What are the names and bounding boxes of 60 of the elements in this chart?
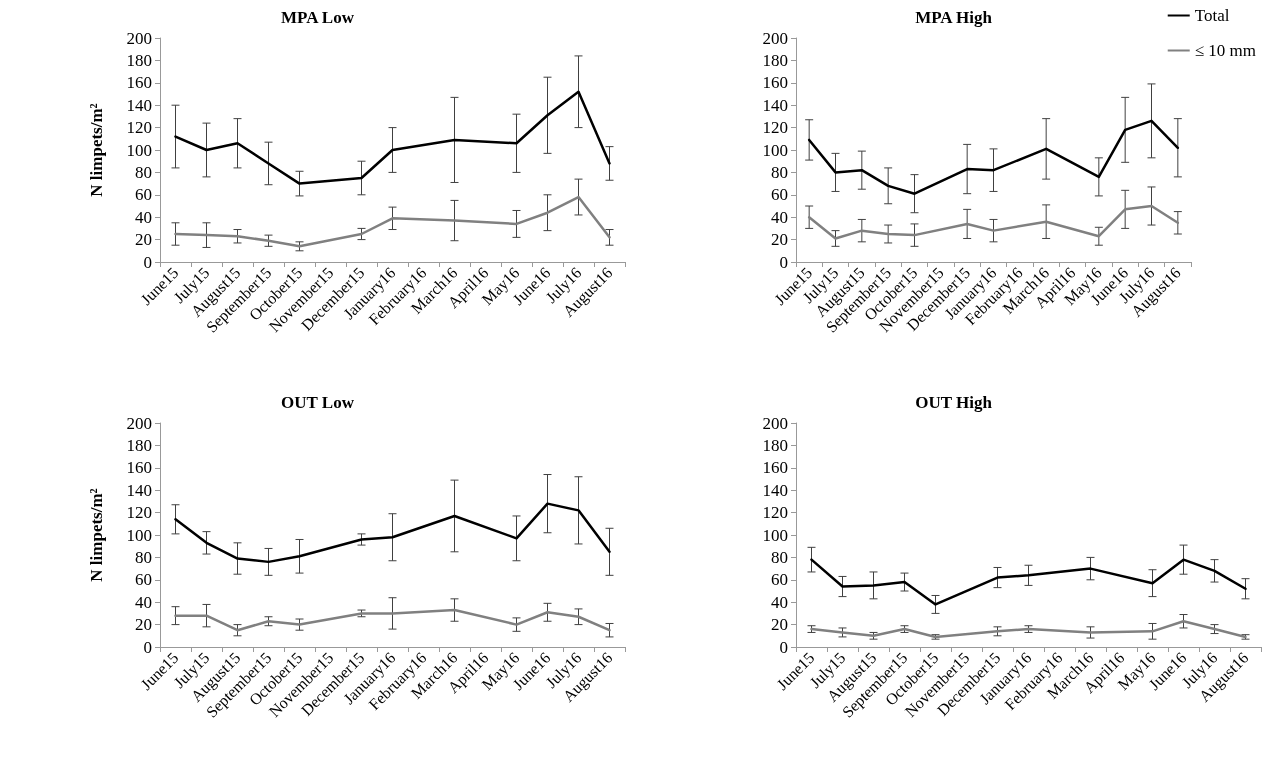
y-tick-label: 160 bbox=[126, 458, 152, 478]
y-tick-label: 200 bbox=[762, 413, 788, 433]
y-tick-label: 160 bbox=[762, 73, 788, 93]
y-tick-label: 80 bbox=[771, 547, 788, 567]
line-series bbox=[174, 608, 611, 632]
y-tick-label: 20 bbox=[135, 230, 152, 250]
y-tick-label: 120 bbox=[762, 503, 788, 523]
y-tick-label: 60 bbox=[135, 570, 152, 590]
y-tick-label: 180 bbox=[762, 435, 788, 455]
y-tick-label: 20 bbox=[771, 615, 788, 635]
line-series bbox=[810, 619, 1247, 639]
y-tick-label: 20 bbox=[771, 230, 788, 250]
y-tick-label: 100 bbox=[762, 525, 788, 545]
line-series bbox=[174, 90, 611, 185]
y-tick-label: 200 bbox=[762, 28, 788, 48]
y-tick-label: 40 bbox=[135, 207, 152, 227]
y-axis-title: N limpets/m² bbox=[87, 103, 106, 197]
y-tick-label: 200 bbox=[126, 413, 152, 433]
y-tick-label: 180 bbox=[126, 50, 152, 70]
y-tick-label: 120 bbox=[126, 118, 152, 138]
y-tick-label: 60 bbox=[135, 185, 152, 205]
y-tick-label: 100 bbox=[126, 525, 152, 545]
line-series bbox=[174, 502, 611, 564]
y-tick-label: 180 bbox=[762, 50, 788, 70]
line-series bbox=[807, 204, 1180, 240]
y-tick-label: 160 bbox=[126, 73, 152, 93]
y-tick-label: 80 bbox=[135, 547, 152, 567]
y-tick-label: 0 bbox=[779, 252, 788, 272]
y-tick-label: 60 bbox=[771, 185, 788, 205]
y-tick-label: 120 bbox=[126, 503, 152, 523]
chart-title: MPA Low bbox=[281, 8, 355, 27]
y-tick-label: 100 bbox=[762, 140, 788, 160]
y-tick-label: 60 bbox=[771, 570, 788, 590]
y-tick-label: 40 bbox=[771, 592, 788, 612]
y-tick-label: 0 bbox=[143, 252, 152, 272]
y-tick-label: 100 bbox=[126, 140, 152, 160]
y-tick-label: 40 bbox=[135, 592, 152, 612]
y-tick-label: 200 bbox=[126, 28, 152, 48]
line-series bbox=[174, 195, 611, 248]
y-tick-label: 0 bbox=[779, 637, 788, 657]
legend-label: ≤ 10 mm bbox=[1194, 41, 1256, 60]
y-tick-label: 20 bbox=[135, 615, 152, 635]
line-series bbox=[810, 558, 1247, 606]
legend-label: Total bbox=[1194, 6, 1230, 25]
y-tick-label: 80 bbox=[771, 162, 788, 182]
y-tick-label: 120 bbox=[762, 118, 788, 138]
y-tick-label: 140 bbox=[762, 95, 788, 115]
y-tick-label: 160 bbox=[762, 458, 788, 478]
chart-title: OUT High bbox=[915, 393, 993, 412]
y-tick-label: 140 bbox=[762, 480, 788, 500]
y-tick-label: 40 bbox=[771, 207, 788, 227]
y-tick-label: 140 bbox=[126, 95, 152, 115]
y-tick-label: 140 bbox=[126, 480, 152, 500]
y-axis-title: N limpets/m² bbox=[87, 488, 106, 582]
y-tick-label: 0 bbox=[143, 637, 152, 657]
y-tick-label: 180 bbox=[126, 435, 152, 455]
chart-title: MPA High bbox=[915, 8, 993, 27]
chart-title: OUT Low bbox=[281, 393, 355, 412]
y-tick-label: 80 bbox=[135, 162, 152, 182]
line-series bbox=[807, 119, 1180, 195]
